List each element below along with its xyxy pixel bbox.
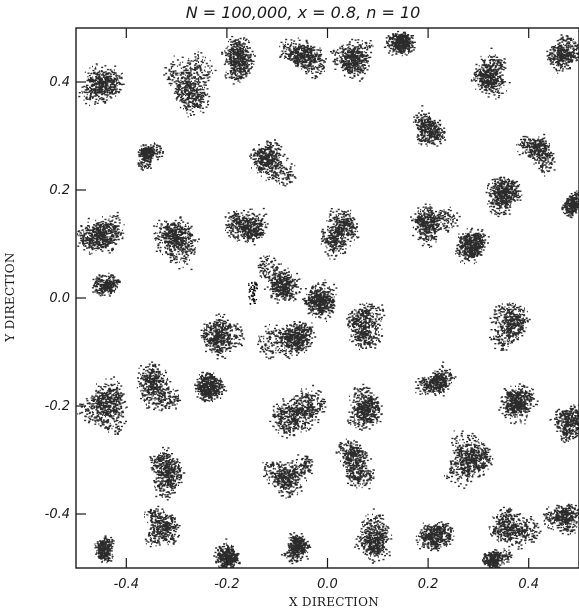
y-tick-label: 0.2 xyxy=(49,183,70,198)
chart-title: N = 100,000, x = 0.8, n = 10 xyxy=(186,3,421,22)
axis-ticks: -0.4 -0.2 0.0 0.2 0.4 -0.4 -0.2 0.0 0.2 0.4 xyxy=(45,28,539,592)
y-tick-label: 0.4 xyxy=(49,75,70,90)
x-axis-label: X DIRECTION xyxy=(289,595,379,609)
point-cloud xyxy=(77,30,579,569)
x-tick-label: 0.0 xyxy=(317,577,338,592)
x-tick-label: 0.2 xyxy=(418,577,439,592)
y-tick-label: 0.0 xyxy=(49,291,70,306)
y-tick-label: -0.2 xyxy=(45,399,70,414)
x-tick-label: 0.4 xyxy=(518,577,539,592)
data-points xyxy=(77,30,579,569)
highlighted-cluster xyxy=(248,281,258,305)
y-axis-label: Y DIRECTION xyxy=(3,252,17,342)
x-tick-label: -0.2 xyxy=(214,577,239,592)
y-tick-label: -0.4 xyxy=(45,507,70,522)
x-tick-label: -0.4 xyxy=(114,577,139,592)
